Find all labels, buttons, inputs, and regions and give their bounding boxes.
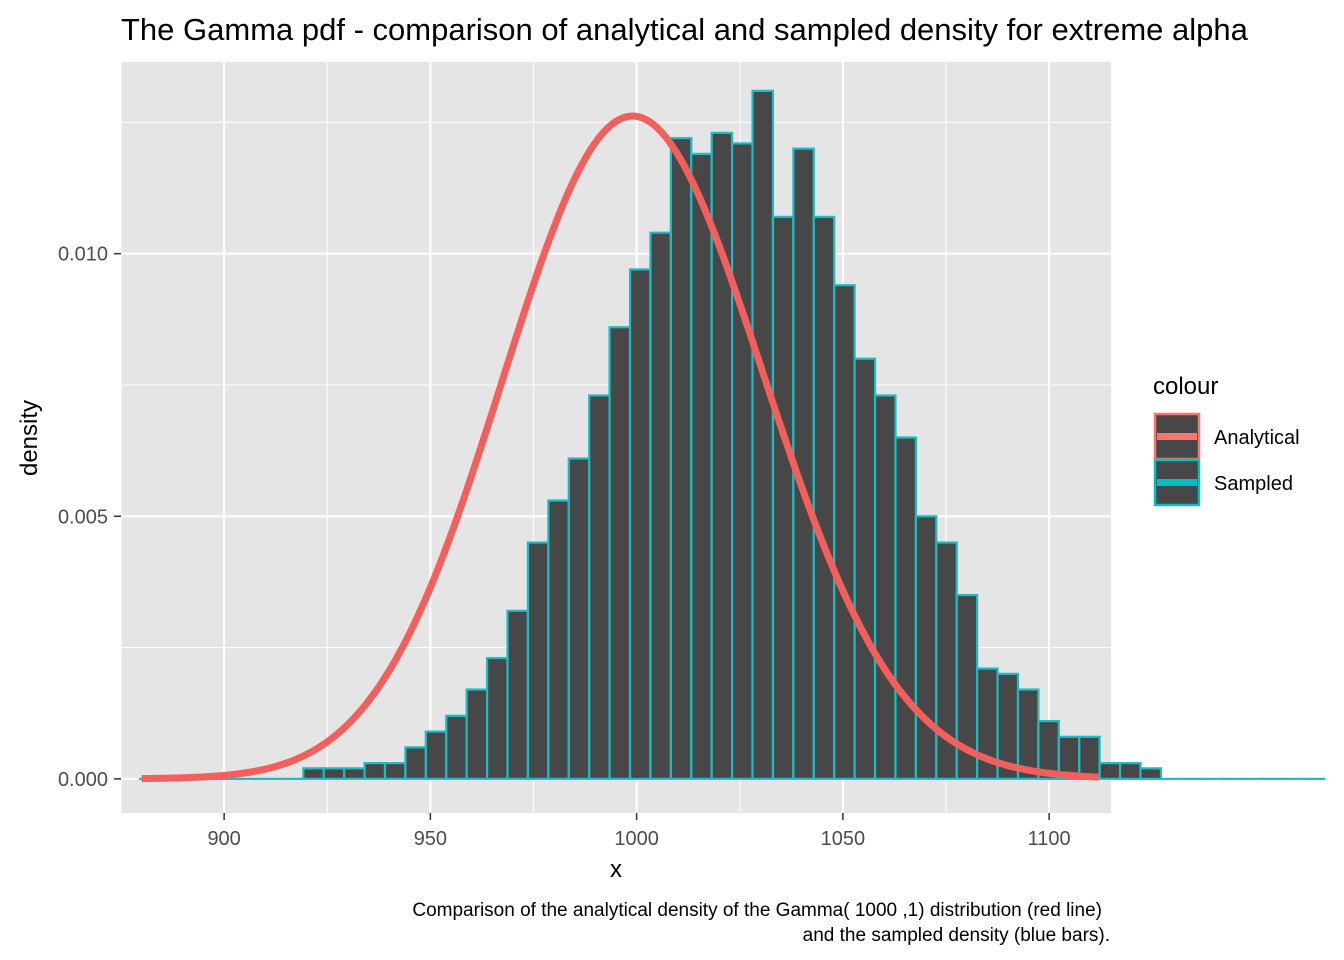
histogram-bar [649, 231, 672, 780]
histogram-bar [485, 656, 509, 780]
histogram-bar [322, 767, 346, 780]
histogram-bar [690, 152, 713, 780]
histogram-bar [302, 767, 325, 780]
histogram-bar [833, 284, 856, 780]
x-axis: 900 950 1000 1050 1100 [207, 813, 1071, 850]
legend-label: Analytical [1214, 427, 1300, 449]
x-tick-label: 1050 [821, 828, 866, 850]
histogram-bar [873, 394, 897, 780]
y-axis-title: density [16, 400, 43, 476]
x-tick-label: 1100 [1028, 828, 1071, 850]
histogram-bar [526, 541, 550, 780]
histogram-bar [404, 746, 427, 780]
y-tick-label: 0.005 [58, 506, 108, 528]
histogram-bar [771, 215, 795, 780]
histogram-bar [445, 714, 468, 780]
y-tick-label: 0.000 [58, 769, 108, 791]
chart-title: The Gamma pdf - comparison of analytical… [121, 12, 1249, 47]
histogram-bar [1118, 762, 1142, 780]
histogram-bar [588, 394, 611, 780]
histogram-bar [465, 688, 489, 780]
histogram-bar [1098, 762, 1122, 780]
histogram-bar [506, 609, 530, 780]
x-axis-title: x [610, 856, 622, 883]
y-tick-label: 0.010 [58, 244, 108, 266]
histogram-bar [1078, 735, 1101, 780]
histogram-bar [894, 436, 917, 780]
caption-line-1: Comparison of the analytical density of … [412, 900, 1102, 921]
histogram-bar [363, 762, 387, 780]
histogram-bar [731, 142, 754, 780]
legend: colour Analytical Sampled [1153, 373, 1300, 507]
x-tick-label: 950 [414, 828, 447, 850]
histogram-bar [628, 268, 652, 780]
histogram-bar [812, 215, 836, 780]
histogram-bar [751, 89, 775, 780]
histogram-bar [547, 499, 570, 780]
x-tick-label: 1000 [614, 828, 659, 850]
caption-line-2: and the sampled density (blue bars). [803, 925, 1110, 946]
histogram-bar [1139, 767, 1163, 780]
y-axis: 0.000 0.005 0.010 [58, 244, 121, 791]
histogram-bar [343, 767, 366, 780]
legend-label: Sampled [1214, 473, 1293, 495]
histogram-bar [567, 457, 591, 780]
histogram-bar [914, 515, 938, 780]
legend-title: colour [1153, 373, 1218, 400]
histogram-bar [383, 762, 407, 780]
histogram-bar [424, 730, 448, 780]
analytical-density-line [141, 112, 1099, 783]
histogram-bar [853, 357, 877, 780]
histogram-bar [669, 137, 693, 780]
x-tick-label: 900 [207, 828, 240, 850]
histogram-bar [608, 326, 632, 780]
